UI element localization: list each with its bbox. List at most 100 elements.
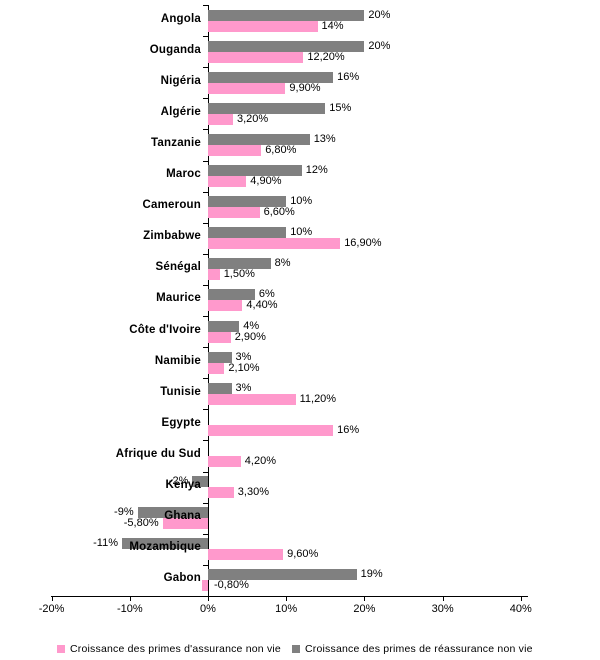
bar-assurance xyxy=(208,269,220,281)
bar-value-label: -2% xyxy=(168,475,189,487)
x-axis-tick-label: 30% xyxy=(431,602,454,615)
x-axis-tick-label: -20% xyxy=(38,602,65,615)
bar-reassurance xyxy=(208,40,365,52)
bar-value-label: 16% xyxy=(337,70,360,83)
bar-value-label: 9,90% xyxy=(289,81,321,94)
bar-reassurance xyxy=(208,71,334,83)
legend-item-assurance: Croissance des primes d'assurance non vi… xyxy=(57,641,281,657)
country-label: Namibie xyxy=(154,354,201,367)
category-tick xyxy=(203,378,208,380)
bar-value-label: 15% xyxy=(329,101,352,114)
bar-value-label: 20% xyxy=(368,39,391,52)
bar-assurance xyxy=(201,580,208,592)
legend-label-assurance: Croissance des primes d'assurance non vi… xyxy=(70,643,281,655)
country-label: Ghana xyxy=(164,510,201,523)
category-tick xyxy=(203,129,208,131)
bar-assurance xyxy=(208,51,304,63)
country-label: Nigéria xyxy=(160,74,201,87)
bar-assurance xyxy=(208,144,262,156)
bar-value-label: 3% xyxy=(235,381,252,394)
country-label: Algérie xyxy=(160,105,201,118)
x-axis-tick xyxy=(442,595,444,601)
country-label: Angola xyxy=(160,12,201,25)
country-label: Ouganda xyxy=(149,43,201,56)
bar-assurance xyxy=(208,207,260,219)
bar-value-label: 8% xyxy=(274,257,291,270)
bar-value-label: 4,40% xyxy=(246,299,278,312)
bar-value-label: 6,80% xyxy=(265,143,297,156)
category-tick xyxy=(203,253,208,255)
bar-assurance xyxy=(208,549,284,561)
x-axis-tick-label: 0% xyxy=(200,602,216,615)
bar-reassurance xyxy=(208,102,326,114)
legend-swatch-reassurance xyxy=(292,645,300,653)
category-tick xyxy=(203,440,208,442)
category-tick xyxy=(203,67,208,69)
bar-value-label: 1,50% xyxy=(223,268,255,281)
x-axis-tick-label: 40% xyxy=(509,602,532,615)
bar-value-label: 19% xyxy=(360,568,383,581)
category-tick xyxy=(203,347,208,349)
country-label: Tunisie xyxy=(160,385,201,398)
bar-reassurance xyxy=(137,507,208,519)
x-axis-tick xyxy=(51,595,53,601)
bar-value-label: 9,60% xyxy=(287,548,319,561)
bar-reassurance xyxy=(208,320,240,332)
bar-reassurance xyxy=(208,382,232,394)
category-tick xyxy=(203,5,208,6)
legend-item-reassurance: Croissance des primes de réassurance non… xyxy=(292,641,533,657)
category-tick xyxy=(203,284,208,286)
bar-reassurance xyxy=(208,9,365,21)
bar-value-label: 16,90% xyxy=(344,237,382,250)
x-axis-tick-label: 20% xyxy=(353,602,376,615)
bar-assurance xyxy=(208,331,231,343)
bar-value-label: 16% xyxy=(337,423,360,436)
x-axis-tick xyxy=(364,595,366,601)
x-axis-tick xyxy=(520,595,522,601)
bar-value-label: 12% xyxy=(305,164,328,176)
bar-value-label: 4,90% xyxy=(250,175,282,187)
category-tick xyxy=(203,222,208,224)
country-label: Maroc xyxy=(166,168,201,180)
bar-assurance xyxy=(208,113,233,125)
bar-assurance xyxy=(208,424,334,436)
bar-value-label: 13% xyxy=(313,132,336,145)
bar-assurance xyxy=(208,20,318,32)
bar-reassurance xyxy=(208,196,287,208)
category-tick xyxy=(203,502,208,504)
bar-value-label: 20% xyxy=(368,8,391,21)
x-axis-tick-label: -10% xyxy=(116,602,143,615)
bar-reassurance xyxy=(192,476,208,487)
bar-value-label: 14% xyxy=(321,19,344,32)
bar-assurance xyxy=(208,455,241,467)
bar-value-label: 3% xyxy=(235,350,252,363)
bar-assurance xyxy=(208,362,225,374)
bar-value-label: 6% xyxy=(258,288,275,301)
bar-value-label: 2,10% xyxy=(228,361,260,374)
x-axis-tick-label: 10% xyxy=(275,602,298,615)
bar-reassurance xyxy=(208,351,232,363)
x-axis-tick xyxy=(129,595,131,601)
bar-value-label: 12,20% xyxy=(307,50,345,63)
legend-swatch-assurance xyxy=(57,645,65,653)
bar-assurance xyxy=(208,300,243,312)
country-label: Mozambique xyxy=(129,541,201,554)
bar-value-label: 10% xyxy=(290,195,313,208)
country-label: Cameroun xyxy=(142,199,201,212)
bar-value-label: 2,90% xyxy=(234,330,266,343)
country-label: Kenya xyxy=(165,479,201,491)
bar-reassurance xyxy=(208,133,310,145)
country-label: Côte d'Ivoire xyxy=(129,323,201,336)
country-label: Egypte xyxy=(161,416,201,429)
category-tick xyxy=(203,564,208,566)
bar-reassurance xyxy=(208,227,287,239)
x-axis-line xyxy=(51,595,528,597)
bar-reassurance xyxy=(208,569,357,581)
category-tick xyxy=(203,36,208,38)
bar-assurance xyxy=(208,393,296,405)
bar-reassurance xyxy=(208,258,271,270)
country-label: Tanzanie xyxy=(151,136,201,149)
bar-assurance xyxy=(208,487,234,498)
